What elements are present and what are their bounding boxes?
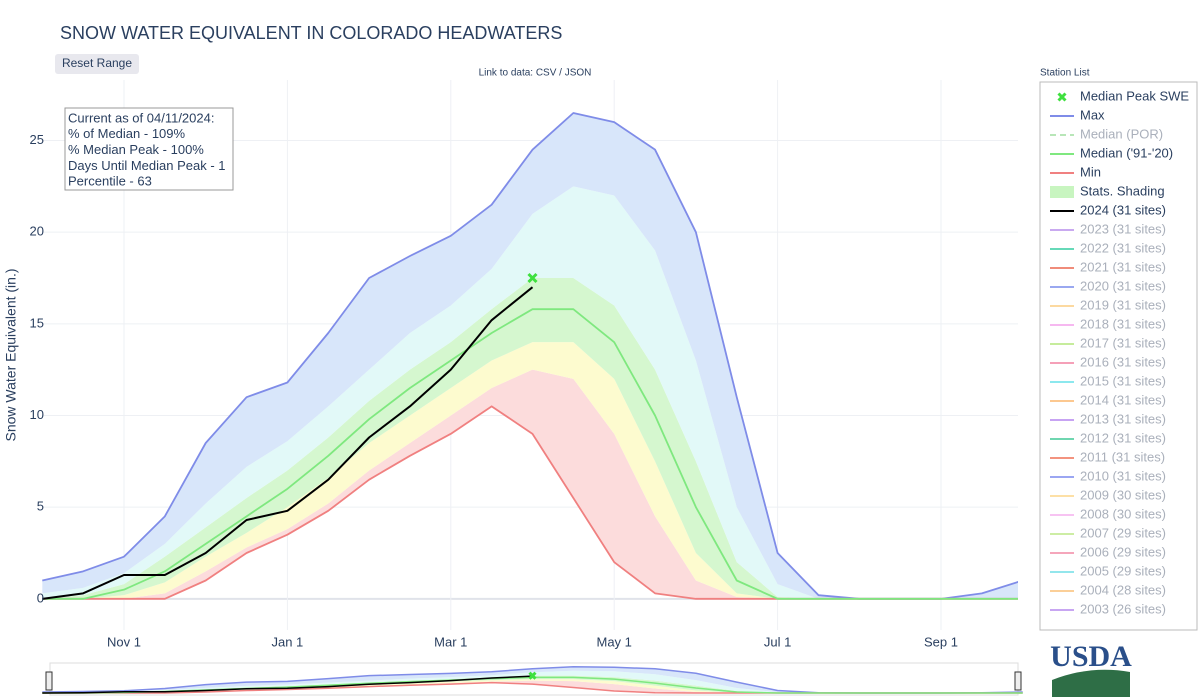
legend-label: 2013 (31 sites) bbox=[1080, 411, 1166, 426]
range-handle[interactable] bbox=[45, 671, 53, 691]
range-slider-preview bbox=[42, 666, 1023, 694]
legend-label: Median Peak SWE bbox=[1080, 88, 1189, 103]
legend-label: 2011 (31 sites) bbox=[1080, 449, 1165, 464]
stats-shading bbox=[42, 278, 1018, 599]
stats-shading bbox=[42, 113, 1018, 599]
logo-text: USDA bbox=[1050, 640, 1132, 673]
annotation-line: % Median Peak - 100% bbox=[68, 142, 204, 157]
legend: Median Peak SWE Max Median (POR) Median ('9… bbox=[1050, 88, 1189, 616]
legend-label: 2007 (29 sites) bbox=[1080, 525, 1166, 540]
peak-marker bbox=[527, 272, 538, 284]
legend-label: 2006 (29 sites) bbox=[1080, 544, 1166, 559]
legend-label: Median ('91-'20) bbox=[1080, 145, 1173, 160]
legend-label: 2021 (31 sites) bbox=[1080, 259, 1166, 274]
legend-label: 2009 (30 sites) bbox=[1080, 487, 1166, 502]
x-tick-label: Nov 1 bbox=[107, 634, 141, 649]
annotation-line: % of Median - 109% bbox=[68, 126, 186, 141]
legend-label: 2019 (31 sites) bbox=[1080, 297, 1166, 312]
peak-marker bbox=[528, 671, 537, 680]
legend-label: 2014 (31 sites) bbox=[1080, 392, 1166, 407]
legend-label: Min bbox=[1080, 164, 1101, 179]
legend-label: 2016 (31 sites) bbox=[1080, 354, 1166, 369]
legend-label: Stats. Shading bbox=[1080, 183, 1165, 198]
legend-swatch bbox=[1050, 186, 1074, 198]
peak-marker bbox=[1057, 92, 1067, 102]
plot-area bbox=[42, 80, 1018, 630]
annotation-box bbox=[64, 107, 234, 191]
preview-line bbox=[42, 675, 533, 694]
y-tick-label: 15 bbox=[30, 315, 44, 330]
y-tick-label: 0 bbox=[37, 590, 44, 605]
x-tick-label: Sep 1 bbox=[924, 634, 958, 649]
overlay: 0 5 10 15 20 25 Nov 1 Jan 1 Mar 1 May 1 Jul 1 Sep 1… bbox=[30, 107, 958, 649]
x-tick-label: Mar 1 bbox=[434, 634, 467, 649]
stats-shading bbox=[42, 186, 1018, 599]
series-line bbox=[42, 308, 1018, 600]
legend-label: 2017 (31 sites) bbox=[1080, 335, 1166, 350]
legend-label: 2003 (26 sites) bbox=[1080, 601, 1166, 616]
preview-shading bbox=[42, 675, 1023, 693]
data-link[interactable]: Link to data: CSV / JSON bbox=[479, 68, 592, 79]
annotation-line: Percentile - 63 bbox=[68, 174, 152, 189]
legend-label: 2008 (30 sites) bbox=[1080, 506, 1166, 521]
y-tick-label: 25 bbox=[30, 132, 44, 147]
legend-label: 2010 (31 sites) bbox=[1080, 468, 1166, 483]
reset-button-bg[interactable] bbox=[55, 54, 139, 74]
legend-label: 2020 (31 sites) bbox=[1080, 278, 1166, 293]
annotation-line: Current as of 04/11/2024: bbox=[68, 110, 214, 125]
y-tick-label: 5 bbox=[37, 499, 44, 514]
stats-shading bbox=[42, 369, 1018, 599]
legend-label: 2012 (31 sites) bbox=[1080, 430, 1166, 445]
logo-shape bbox=[1052, 669, 1130, 697]
series-line bbox=[42, 286, 534, 600]
legend-label: 2004 (28 sites) bbox=[1080, 582, 1166, 597]
legend-title: Station List bbox=[1040, 68, 1090, 79]
legend-label: Max bbox=[1080, 107, 1105, 122]
x-tick-label: May 1 bbox=[596, 634, 631, 649]
y-tick-label: 20 bbox=[30, 224, 44, 239]
annotation-line: Days Until Median Peak - 1 bbox=[68, 158, 226, 173]
chart-title: SNOW WATER EQUIVALENT IN COLORADO HEADWA… bbox=[60, 23, 562, 43]
x-tick-label: Jul 1 bbox=[764, 634, 791, 649]
legend-label: Median (POR) bbox=[1080, 126, 1163, 141]
legend-label: 2018 (31 sites) bbox=[1080, 316, 1166, 331]
legend-label: 2024 (31 sites) bbox=[1080, 202, 1166, 217]
legend-label: 2015 (31 sites) bbox=[1080, 373, 1166, 388]
range-handle[interactable] bbox=[1014, 671, 1022, 691]
x-tick-label: Jan 1 bbox=[271, 634, 303, 649]
legend-label: 2005 (29 sites) bbox=[1080, 563, 1166, 578]
y-tick-label: 10 bbox=[30, 407, 44, 422]
legend-label: 2022 (31 sites) bbox=[1080, 240, 1166, 255]
reset-button[interactable]: Reset Range bbox=[62, 56, 132, 70]
legend-label: 2023 (31 sites) bbox=[1080, 221, 1166, 236]
preview-shading bbox=[42, 680, 1023, 693]
y-axis-label: Snow Water Equivalent (in.) bbox=[3, 269, 19, 442]
usda-logo: USDA bbox=[1050, 640, 1132, 697]
